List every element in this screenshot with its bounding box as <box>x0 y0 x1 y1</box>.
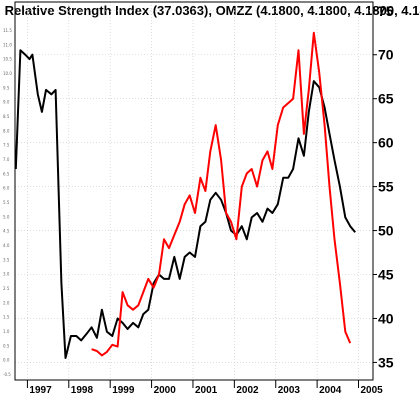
left-tick-label-5: 9.0 <box>3 100 10 105</box>
right-axis-ticks: 35 40 45 50 55 60 65 70 75 <box>373 3 394 370</box>
plot-frame <box>14 1 374 381</box>
left-tick-label-10: 6.5 <box>3 171 10 176</box>
series-lines <box>14 31 356 359</box>
ytick-label-6: 65 <box>378 91 394 107</box>
xtick-label-6: 2003 <box>278 385 301 396</box>
left-axis-ticks: 11.5 11.0 10.5 10.0 9.5 9.0 8.5 8.0 7.5 7.0 6.5 6.0… <box>3 28 12 377</box>
ytick-label-5: 60 <box>378 135 394 151</box>
left-tick-label-16: 3.5 <box>3 257 10 262</box>
ytick-label-7: 70 <box>378 47 394 63</box>
left-tick-label-3: 10.0 <box>3 71 12 76</box>
grid <box>15 2 373 380</box>
ytick-label-8: 75 <box>378 3 394 19</box>
xtick-label-7: 2004 <box>319 385 342 396</box>
chart-title: Relative Strength Index (37.0363), OMZZ … <box>5 3 420 18</box>
left-tick-label-1: 11.0 <box>3 42 12 47</box>
series-line-0 <box>14 49 356 359</box>
left-tick-label-23: 0.0 <box>3 358 10 363</box>
left-tick-label-9: 7.0 <box>3 157 10 162</box>
left-tick-label-0: 11.5 <box>3 28 12 33</box>
xtick-label-2: 1999 <box>112 385 135 396</box>
xtick-label-8: 2005 <box>361 385 384 396</box>
left-tick-label-18: 2.5 <box>3 286 10 291</box>
xtick-label-5: 2002 <box>236 385 259 396</box>
left-tick-label-8: 7.5 <box>3 143 10 148</box>
left-tick-label-22: 0.5 <box>3 343 10 348</box>
left-tick-label-13: 5.0 <box>3 214 10 219</box>
xtick-label-0: 1997 <box>29 385 52 396</box>
left-tick-label-2: 10.5 <box>3 57 12 62</box>
left-tick-label-20: 1.5 <box>3 315 10 320</box>
ytick-label-1: 40 <box>378 310 394 326</box>
ytick-label-2: 45 <box>378 267 394 283</box>
ytick-label-3: 50 <box>378 223 394 239</box>
left-tick-label-12: 5.5 <box>3 200 10 205</box>
left-tick-label-17: 3.0 <box>3 272 10 277</box>
left-tick-label-11: 6.0 <box>3 186 10 191</box>
left-tick-label-21: 1.0 <box>3 329 10 334</box>
left-tick-label-14: 4.5 <box>3 229 10 234</box>
ytick-label-4: 55 <box>378 179 394 195</box>
x-axis-ticks: 1997 1998 1999 2000 2001 2002 2003 2004 2005 <box>26 380 384 396</box>
left-tick-label-7: 8.0 <box>3 128 10 133</box>
left-tick-label-4: 9.5 <box>3 85 10 90</box>
left-tick-label-15: 4.0 <box>3 243 10 248</box>
xtick-label-4: 2001 <box>195 385 218 396</box>
series-line-1 <box>91 31 352 357</box>
ytick-label-0: 35 <box>378 354 394 370</box>
left-tick-label-19: 2.0 <box>3 300 10 305</box>
left-tick-label-6: 8.5 <box>3 114 10 119</box>
left-tick-label-24: -0.5 <box>3 372 11 377</box>
xtick-label-3: 2000 <box>154 385 177 396</box>
xtick-label-1: 1998 <box>71 385 94 396</box>
